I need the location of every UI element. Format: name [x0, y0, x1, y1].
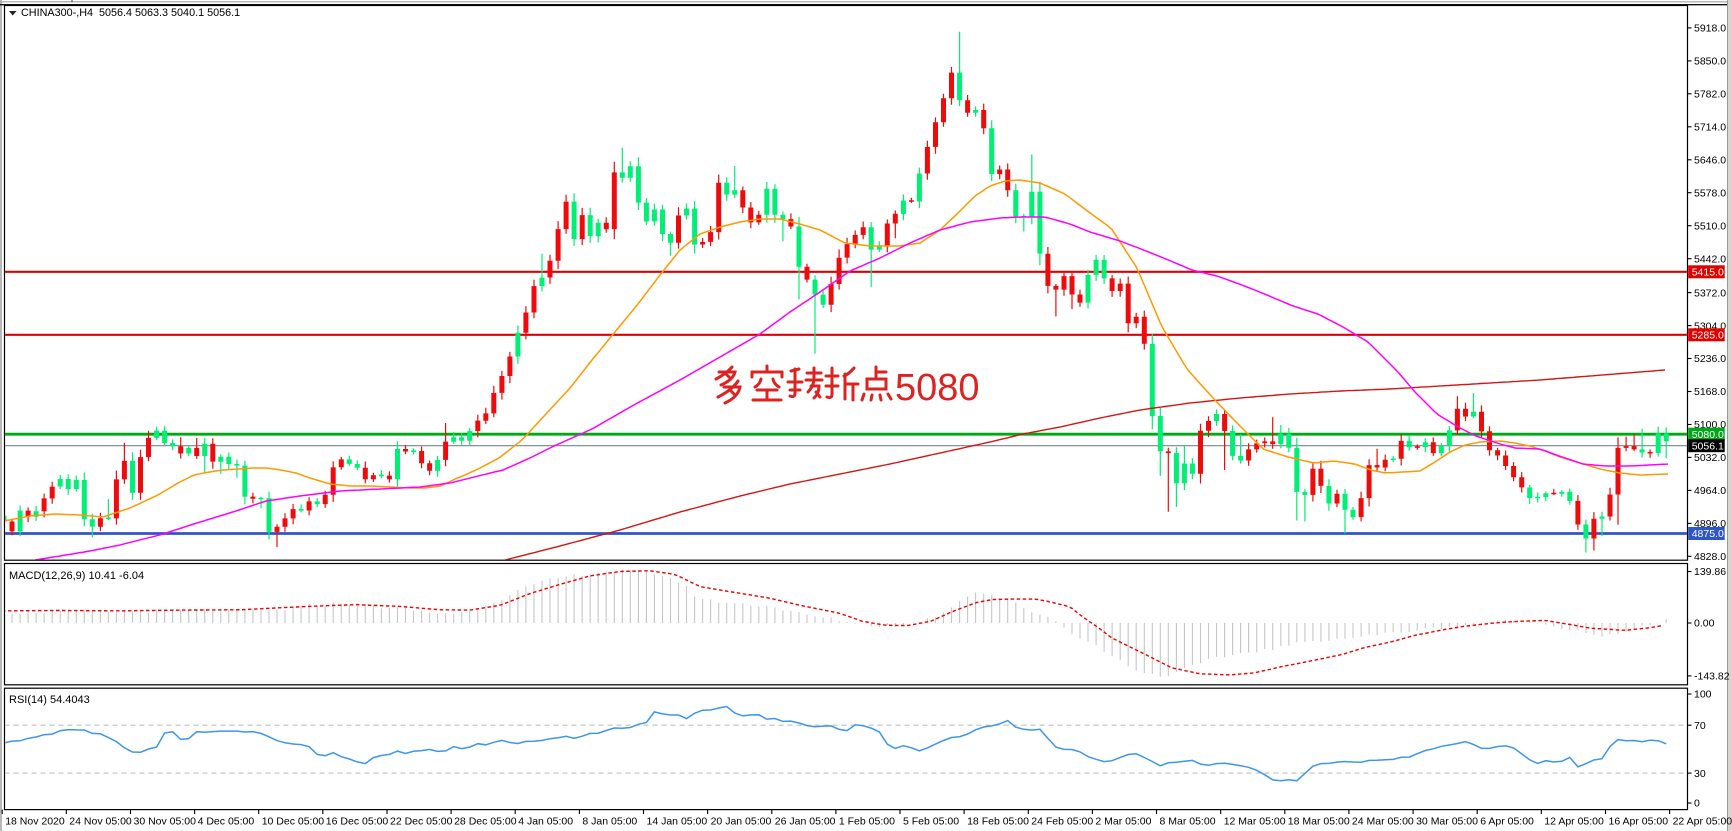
svg-text:-143.82: -143.82 — [1694, 671, 1730, 683]
svg-text:8 Jan 05:00: 8 Jan 05:00 — [582, 816, 637, 828]
svg-text:1 Feb 05:00: 1 Feb 05:00 — [839, 816, 895, 828]
svg-text:30: 30 — [1694, 768, 1706, 780]
svg-text:5372.0: 5372.0 — [1694, 287, 1726, 299]
svg-text:5168.0: 5168.0 — [1694, 386, 1726, 398]
svg-text:139.86: 139.86 — [1694, 566, 1726, 578]
svg-text:12 Mar 05:00: 12 Mar 05:00 — [1224, 816, 1286, 828]
svg-text:5442.0: 5442.0 — [1694, 253, 1726, 265]
svg-text:12 Apr 05:00: 12 Apr 05:00 — [1544, 816, 1604, 828]
svg-text:18 Nov 2020: 18 Nov 2020 — [5, 816, 65, 828]
svg-text:20 Jan 05:00: 20 Jan 05:00 — [711, 816, 772, 828]
svg-text:5578.0: 5578.0 — [1694, 187, 1726, 199]
svg-text:4 Jan 05:00: 4 Jan 05:00 — [518, 816, 573, 828]
svg-text:5918.0: 5918.0 — [1694, 23, 1726, 35]
svg-text:18 Feb 05:00: 18 Feb 05:00 — [967, 816, 1029, 828]
svg-text:4 Dec 05:00: 4 Dec 05:00 — [198, 816, 255, 828]
svg-text:5415.0: 5415.0 — [1692, 267, 1724, 279]
svg-text:5080: 5080 — [895, 367, 980, 409]
svg-text:6 Apr 05:00: 6 Apr 05:00 — [1480, 816, 1534, 828]
svg-text:5646.0: 5646.0 — [1694, 155, 1726, 167]
svg-text:22 Apr 05:00: 22 Apr 05:00 — [1673, 816, 1732, 828]
svg-text:0.00: 0.00 — [1694, 618, 1715, 630]
svg-text:24 Nov 05:00: 24 Nov 05:00 — [69, 816, 132, 828]
svg-text:5850.0: 5850.0 — [1694, 56, 1726, 68]
svg-text:4964.0: 4964.0 — [1694, 485, 1726, 497]
svg-text:24 Mar 05:00: 24 Mar 05:00 — [1352, 816, 1414, 828]
svg-text:5056.1: 5056.1 — [1692, 440, 1724, 452]
svg-text:16 Apr 05:00: 16 Apr 05:00 — [1609, 816, 1669, 828]
svg-text:10 Dec 05:00: 10 Dec 05:00 — [262, 816, 325, 828]
svg-text:0: 0 — [1694, 798, 1700, 810]
svg-text:2 Mar 05:00: 2 Mar 05:00 — [1095, 816, 1151, 828]
svg-text:5236.0: 5236.0 — [1694, 353, 1726, 365]
svg-text:MACD(12,26,9) 10.41 -6.04: MACD(12,26,9) 10.41 -6.04 — [9, 570, 144, 582]
svg-text:5714.0: 5714.0 — [1694, 122, 1726, 134]
svg-text:18 Mar 05:00: 18 Mar 05:00 — [1288, 816, 1350, 828]
svg-text:26 Jan 05:00: 26 Jan 05:00 — [775, 816, 836, 828]
svg-text:30 Mar 05:00: 30 Mar 05:00 — [1416, 816, 1478, 828]
svg-text:30 Nov 05:00: 30 Nov 05:00 — [134, 816, 197, 828]
svg-text:4828.0: 4828.0 — [1694, 551, 1726, 563]
svg-text:5782.0: 5782.0 — [1694, 89, 1726, 101]
svg-text:24 Feb 05:00: 24 Feb 05:00 — [1031, 816, 1093, 828]
svg-text:RSI(14) 54.4043: RSI(14) 54.4043 — [9, 694, 90, 706]
svg-text:CHINA300-,H4 5056.4 5063.3 50: CHINA300-,H4 5056.4 5063.3 5040.1 5056.1 — [21, 7, 240, 19]
svg-text:100: 100 — [1694, 689, 1712, 701]
svg-text:4875.0: 4875.0 — [1692, 528, 1724, 540]
svg-text:5032.0: 5032.0 — [1694, 452, 1726, 464]
svg-text:5510.0: 5510.0 — [1694, 220, 1726, 232]
svg-text:5 Feb 05:00: 5 Feb 05:00 — [903, 816, 959, 828]
svg-text:16 Dec 05:00: 16 Dec 05:00 — [326, 816, 389, 828]
svg-text:5285.0: 5285.0 — [1692, 330, 1724, 342]
svg-text:22 Dec 05:00: 22 Dec 05:00 — [390, 816, 453, 828]
svg-text:28 Dec 05:00: 28 Dec 05:00 — [454, 816, 517, 828]
svg-text:5080.0: 5080.0 — [1692, 429, 1724, 441]
svg-text:8 Mar 05:00: 8 Mar 05:00 — [1160, 816, 1216, 828]
svg-text:70: 70 — [1694, 720, 1706, 732]
svg-text:14 Jan 05:00: 14 Jan 05:00 — [647, 816, 708, 828]
